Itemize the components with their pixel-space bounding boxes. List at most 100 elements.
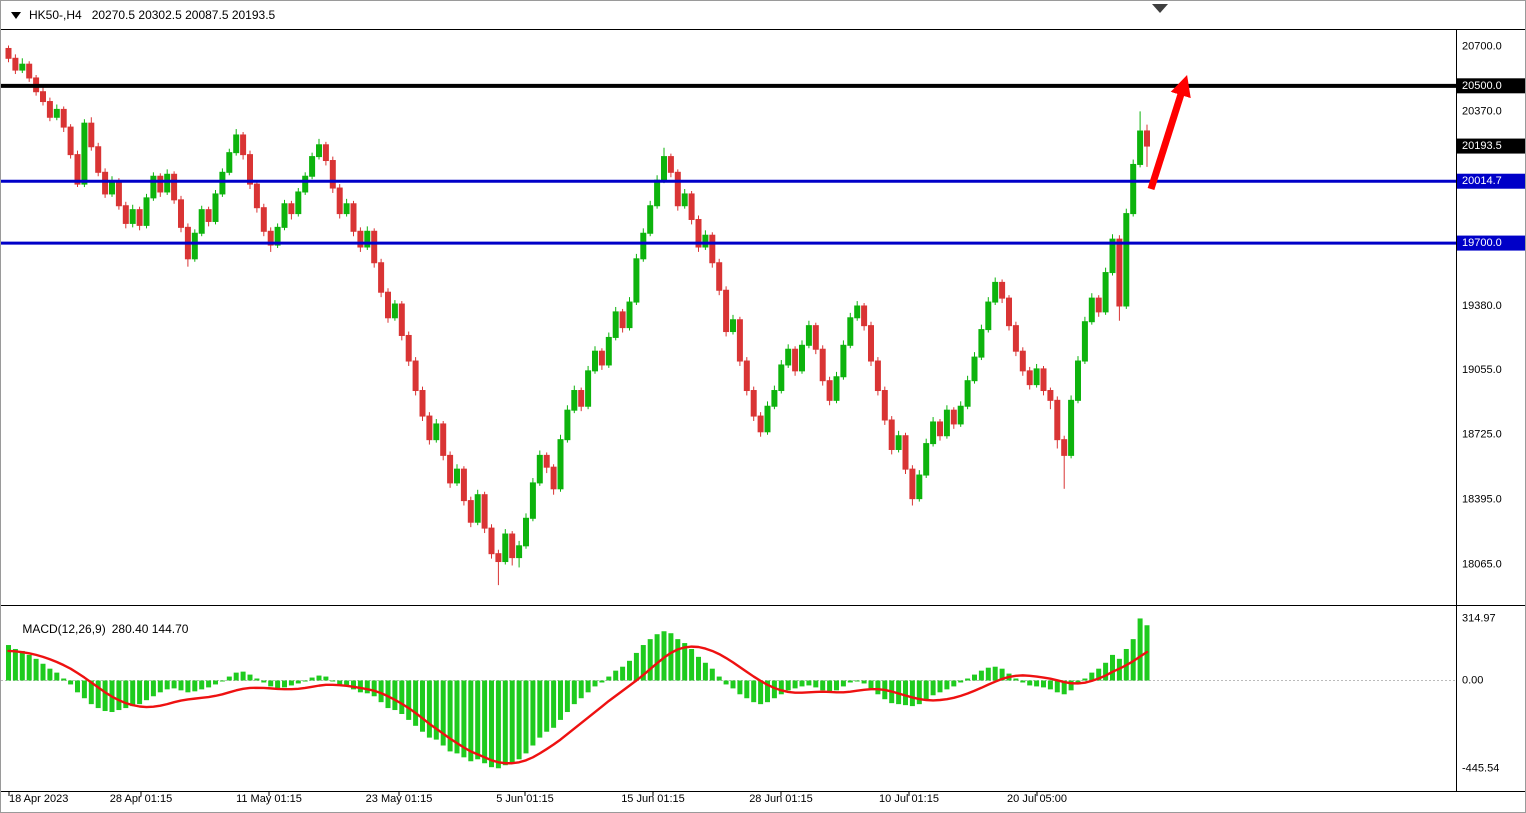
macd-bar	[1034, 680, 1040, 687]
macd-bar	[696, 656, 701, 681]
macd-bar	[633, 652, 639, 681]
macd-bar	[599, 680, 605, 683]
macd-bar	[482, 680, 488, 764]
symbol-dropdown-icon	[11, 11, 21, 19]
macd-bar	[54, 672, 60, 681]
price-label-text: 19700.0	[1462, 237, 1502, 249]
price-axis-tick: 18395.0	[1462, 494, 1502, 506]
macd-bar	[551, 680, 557, 728]
macd-bar	[413, 680, 419, 726]
candle-body	[281, 203, 288, 228]
price-axis-tick: 18065.0	[1462, 558, 1502, 570]
macd-bar	[164, 680, 170, 690]
candle-body	[543, 454, 550, 468]
candle-body	[909, 468, 916, 500]
macd-values: 280.40 144.70	[111, 622, 189, 636]
candle-body	[322, 144, 329, 162]
candle-body	[157, 175, 164, 193]
candle-body	[695, 218, 702, 248]
candle-body	[1116, 238, 1123, 307]
candle-body	[647, 205, 654, 234]
chart-shift-icon[interactable]	[1152, 4, 1168, 13]
candle-body	[81, 122, 88, 185]
candle-body	[129, 209, 136, 224]
macd-bar	[371, 680, 377, 697]
candle-body	[757, 415, 764, 433]
macd-bar	[282, 680, 287, 688]
macd-bar	[813, 680, 819, 688]
macd-bar	[875, 680, 881, 695]
macd-name: MACD(12,26,9)	[22, 622, 106, 636]
time-axis-label: 23 May 01:15	[366, 793, 433, 805]
candle-body	[633, 258, 640, 303]
macd-bar	[461, 680, 467, 758]
candle-body	[1123, 213, 1130, 307]
candle-body	[937, 421, 943, 437]
macd-bar	[709, 668, 715, 681]
candle-body	[19, 63, 26, 71]
candle-body	[1137, 130, 1144, 165]
candle-body	[957, 405, 964, 425]
macd-bar	[840, 680, 846, 687]
candle-body	[405, 334, 412, 362]
trend-arrow[interactable]	[1147, 74, 1191, 191]
macd-indicator-label: MACD(12,26,9) 280.40 144.70	[9, 608, 188, 650]
candle-body	[1026, 370, 1033, 386]
candle-body	[681, 193, 688, 207]
candle-body	[640, 232, 647, 260]
candle-body	[226, 152, 233, 173]
macd-histogram	[6, 618, 1150, 769]
candle-body	[750, 390, 757, 417]
macd-bar	[344, 680, 350, 687]
macd-bar	[751, 680, 757, 703]
candle-body	[440, 423, 447, 456]
candle-body	[46, 101, 53, 118]
candle-body	[447, 454, 454, 484]
macd-bar	[240, 671, 246, 681]
candle-body	[274, 226, 281, 246]
macd-bar	[302, 680, 308, 682]
macd-bar	[702, 662, 708, 681]
macd-bar	[965, 678, 971, 681]
macd-bar	[868, 680, 874, 689]
macd-bar	[288, 680, 294, 686]
candle-body	[799, 344, 805, 372]
macd-bar	[627, 660, 632, 681]
candle-body	[985, 301, 992, 331]
macd-bar	[944, 680, 950, 690]
candle-body	[474, 494, 481, 523]
candle-body	[426, 415, 433, 441]
time-axis-label: 20 Jul 05:00	[1007, 793, 1067, 805]
macd-bar	[1013, 678, 1019, 681]
candle-body	[598, 350, 605, 366]
macd-bar	[178, 680, 184, 691]
candle-body	[950, 409, 957, 425]
macd-bar	[799, 680, 805, 687]
candle-body	[309, 156, 316, 177]
macd-bar	[861, 680, 867, 684]
candle-body	[999, 281, 1006, 299]
macd-bar	[1110, 654, 1115, 681]
macd-bar	[88, 680, 94, 705]
macd-bar	[668, 633, 674, 681]
price-axis-tick: 18725.0	[1462, 429, 1502, 441]
time-axis-label: 11 May 01:15	[236, 793, 302, 805]
candle-body	[702, 234, 709, 248]
candle-body	[433, 423, 440, 441]
candle-body	[198, 209, 205, 234]
macd-bar	[495, 680, 501, 769]
candle-body	[805, 325, 812, 346]
candle-body	[364, 230, 371, 248]
candle-body	[978, 329, 985, 358]
candle-body	[122, 205, 129, 224]
candle-body	[233, 134, 240, 154]
macd-bar	[357, 680, 363, 693]
macd-bar	[765, 680, 770, 703]
candle-body	[60, 108, 67, 128]
macd-bar	[806, 680, 812, 686]
macd-panel-area[interactable]	[1, 605, 1456, 791]
candle-body	[736, 319, 743, 362]
candle-body	[778, 364, 785, 392]
